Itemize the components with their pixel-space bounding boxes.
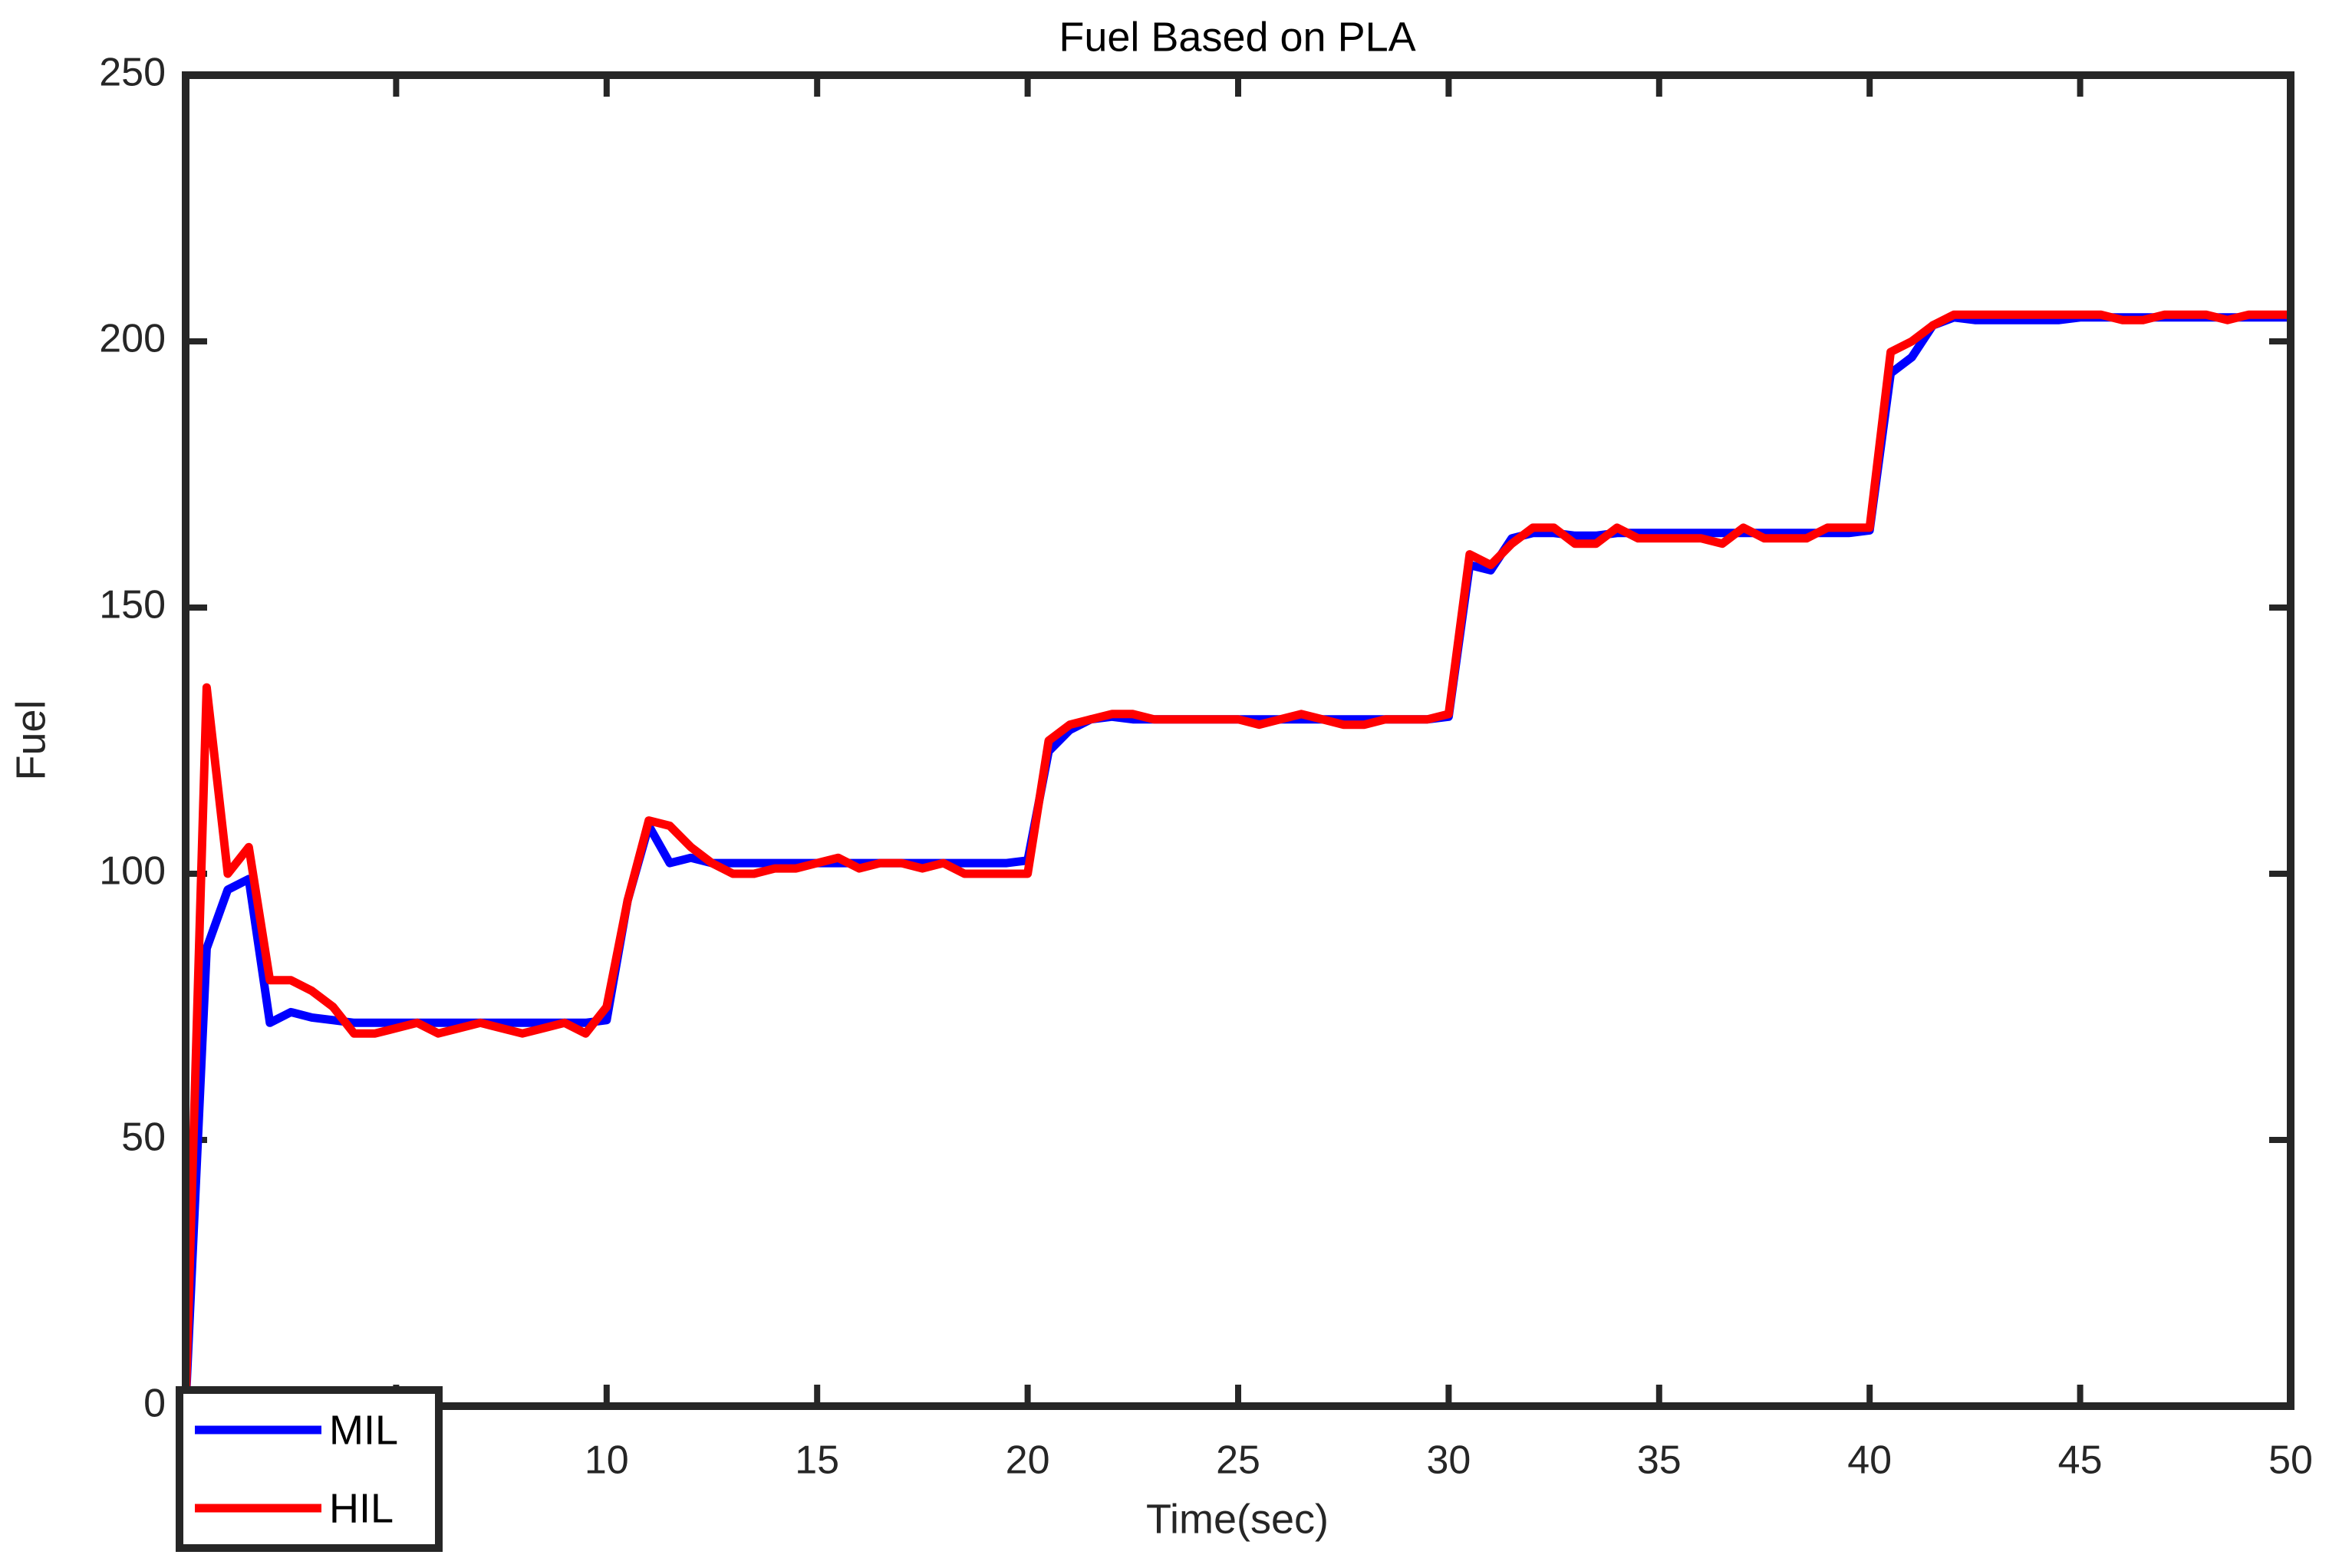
legend-label: MIL xyxy=(329,1407,398,1453)
x-tick-label: 30 xyxy=(1426,1438,1471,1483)
x-tick-label: 35 xyxy=(1637,1438,1682,1483)
y-tick-label: 50 xyxy=(121,1115,166,1160)
chart-title: Fuel Based on PLA xyxy=(1059,14,1415,60)
y-tick-label: 200 xyxy=(99,317,166,361)
x-tick-label: 45 xyxy=(2058,1438,2103,1483)
x-tick-label: 50 xyxy=(2268,1438,2313,1483)
x-tick-label: 20 xyxy=(1006,1438,1050,1483)
x-tick-label: 25 xyxy=(1216,1438,1260,1483)
x-tick-label: 15 xyxy=(795,1438,839,1483)
x-tick-label: 10 xyxy=(585,1438,629,1483)
x-tick-label: 40 xyxy=(1847,1438,1892,1483)
data-line xyxy=(181,310,2291,1407)
axes-box xyxy=(182,71,2294,1410)
y-tick-label: 0 xyxy=(143,1382,166,1426)
legend: MIL HIL xyxy=(176,1386,443,1552)
x-axis-label: Time(sec) xyxy=(1146,1496,1329,1542)
legend-label: HIL xyxy=(329,1485,394,1531)
y-axis-label: Fuel xyxy=(8,700,54,780)
y-tick-label: 150 xyxy=(99,583,166,628)
y-tick-label: 100 xyxy=(99,849,166,894)
legend-box xyxy=(176,1386,443,1552)
y-tick-label: 250 xyxy=(99,51,166,95)
